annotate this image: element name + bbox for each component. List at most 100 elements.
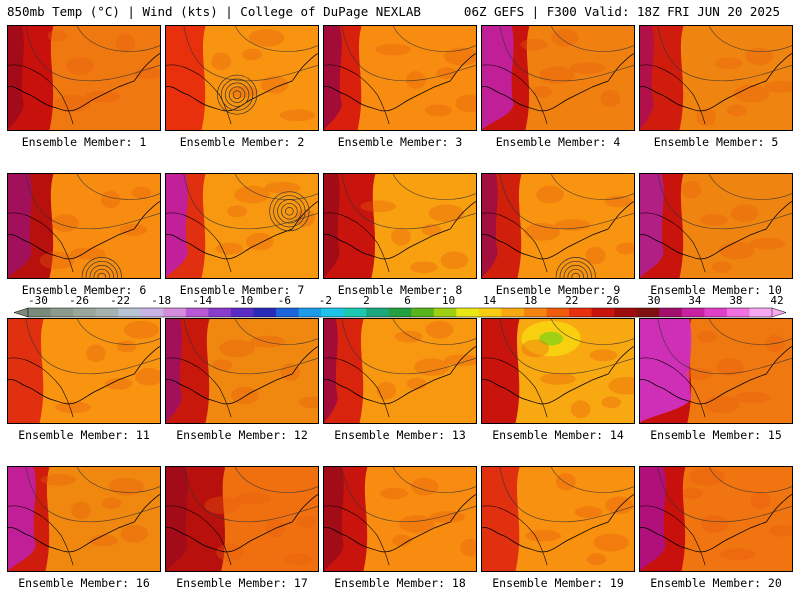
temperature-patch: [730, 204, 759, 223]
temperature-patch: [604, 195, 633, 208]
coastline-east: [766, 201, 792, 230]
coastline-east: [292, 494, 318, 523]
temperature-patch: [428, 204, 465, 223]
height-contour: [657, 467, 792, 523]
hot-air-region: [166, 319, 182, 423]
temperature-patch: [551, 28, 579, 47]
border-line: [640, 505, 706, 566]
temperature-patch: [525, 529, 561, 542]
colorbar-tick-label: 34: [688, 294, 702, 307]
height-contour: [341, 467, 476, 523]
temperature-patch: [425, 320, 454, 339]
border-line: [8, 505, 74, 566]
colorbar-swatch: [163, 308, 187, 317]
temperature-patch: [115, 33, 136, 52]
colorbar-swatch: [478, 308, 502, 317]
height-contour: [708, 174, 792, 200]
ensemble-member-map: [323, 318, 477, 424]
coastline-east: [766, 53, 792, 82]
coastline: [482, 373, 609, 405]
temperature-patch: [284, 553, 313, 566]
height-contour: [499, 319, 634, 375]
colorbar-swatch: [636, 308, 660, 317]
temperature-patch: [749, 237, 786, 250]
colorbar-swatch: [366, 308, 390, 317]
temperature-patch: [89, 534, 118, 547]
temperature-patch: [524, 223, 560, 241]
coastline-east: [608, 201, 634, 230]
temperature-patch: [134, 67, 160, 79]
temperature-patch: [605, 496, 634, 515]
temperature-patch: [376, 381, 397, 400]
coastline: [640, 521, 767, 553]
temperature-patch: [101, 497, 122, 510]
hot-air-region: [166, 467, 188, 571]
temperature-patch: [570, 400, 591, 419]
temperature-patch: [212, 359, 233, 371]
coastline-east: [766, 494, 792, 523]
ensemble-member-map: [165, 318, 319, 424]
temperature-patch: [682, 487, 703, 500]
coastline: [166, 521, 293, 553]
warm-air-region: [166, 26, 206, 130]
low-pressure-contour: [85, 260, 118, 278]
temperature-patch: [764, 80, 792, 93]
border-line: [324, 64, 390, 125]
coastline-east: [766, 346, 792, 375]
height-contour: [392, 467, 476, 493]
coastline: [482, 80, 609, 112]
coastline-east: [450, 53, 476, 82]
low-pressure-contour: [567, 268, 585, 278]
height-contour: [341, 319, 476, 375]
ensemble-member-label: Ensemble Member: 10: [650, 283, 782, 297]
hot-air-region: [482, 26, 514, 130]
height-contour: [76, 26, 160, 52]
colorbar-swatch: [253, 308, 277, 317]
temperature-patch: [216, 543, 244, 562]
ensemble-member-map: [323, 25, 477, 131]
temperature-patch: [589, 349, 618, 362]
colorbar-swatch: [433, 308, 457, 317]
coastline: [8, 228, 135, 260]
colorbar-tick-label: 26: [606, 294, 619, 307]
warm-air-region: [8, 319, 44, 423]
coastline: [8, 373, 135, 405]
temperature-patch: [555, 219, 591, 231]
coastline-east: [292, 201, 318, 230]
temperature-patch: [399, 515, 435, 533]
coastline-east: [608, 346, 634, 375]
height-contour: [183, 26, 318, 82]
temperature-patch: [409, 261, 438, 274]
colorbar-swatch: [704, 308, 728, 317]
temperature-patch: [39, 251, 76, 270]
temperature-patch: [120, 524, 149, 543]
ensemble-member-label: Ensemble Member: 5: [653, 135, 779, 149]
height-contour: [234, 174, 318, 200]
colorbar-swatch: [569, 308, 593, 317]
colorbar-tick-label: 38: [729, 294, 742, 307]
temperature-patch: [539, 66, 575, 84]
border-line: [324, 357, 390, 418]
ensemble-member-label: Ensemble Member: 17: [176, 576, 308, 590]
colorbar-frame: [27, 307, 773, 318]
temperature-patch: [536, 185, 564, 204]
temperature-patch: [689, 467, 725, 486]
temperature-patch: [697, 330, 717, 343]
coastline: [8, 521, 135, 553]
ensemble-member-label: Ensemble Member: 18: [334, 576, 466, 590]
border-line: [324, 505, 390, 566]
colorbar-swatch: [591, 308, 615, 317]
height-contour: [657, 26, 792, 82]
colorbar-high-arrow: [771, 307, 786, 318]
temperature-patch: [440, 251, 469, 270]
colorbar-tick-label: 14: [483, 294, 497, 307]
temperature-patch: [600, 89, 621, 108]
colorbar-tick-label: 30: [647, 294, 660, 307]
temperature-patch: [716, 358, 744, 376]
colorbar-tick-label: -18: [151, 294, 171, 307]
border-line: [640, 357, 706, 418]
coastline: [482, 521, 609, 553]
hot-air-region: [482, 174, 498, 278]
height-contour: [708, 319, 792, 345]
ensemble-member-label: Ensemble Member: 7: [179, 283, 305, 297]
